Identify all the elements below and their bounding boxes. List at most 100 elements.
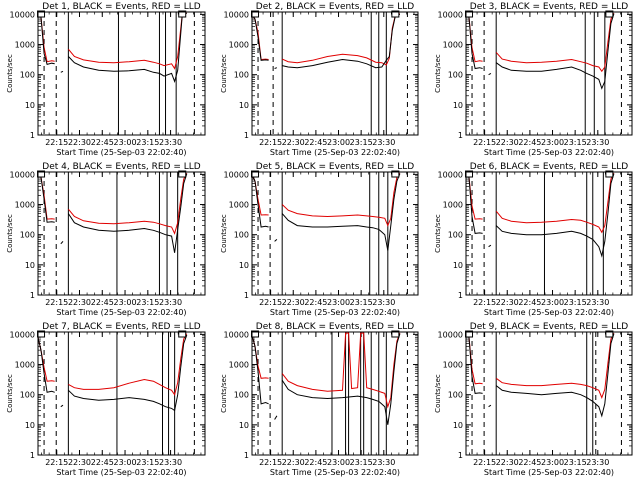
- series-line-events: [38, 337, 55, 393]
- y-axis-label: Counts/sec: [434, 374, 442, 413]
- x-tick-label: 23:15: [350, 138, 373, 147]
- axes-frame: [37, 171, 206, 296]
- y-axis-label: Counts/sec: [6, 54, 14, 93]
- x-axis-label: Start Time (25-Sep-03 22:02:40): [56, 308, 186, 317]
- x-tick-label: 22:30: [282, 458, 305, 467]
- x-tick-label: 22:30: [496, 458, 519, 467]
- y-tick-label: 1: [244, 451, 249, 460]
- x-tick-label: 22:30: [496, 298, 519, 307]
- x-tick-label: 23:00: [327, 138, 350, 147]
- x-tick-label: 22:45: [518, 298, 541, 307]
- y-tick-label: 10000: [10, 330, 35, 339]
- series-line-events: [38, 174, 55, 223]
- y-tick-label: 1: [458, 131, 463, 140]
- y-tick-label: 1: [244, 291, 249, 300]
- y-tick-label: 10: [239, 261, 249, 270]
- x-tick-label: 22:15: [473, 298, 496, 307]
- panel-title: Det 1, BLACK = Events, RED = LLD: [42, 2, 201, 12]
- y-tick-label: 1: [30, 291, 35, 300]
- panel-title: Det 3, BLACK = Events, RED = LLD: [470, 2, 629, 12]
- x-tick-label: 22:15: [45, 138, 68, 147]
- y-tick-label: 10: [25, 261, 35, 270]
- series-line-events: [281, 333, 401, 425]
- x-axis-label: Start Time (25-Sep-03 22:02:40): [270, 148, 400, 157]
- panel-title: Det 4, BLACK = Events, RED = LLD: [42, 162, 201, 172]
- y-tick-label: 100: [448, 231, 463, 240]
- y-tick-label: 10: [25, 101, 35, 110]
- axes-frame: [251, 331, 419, 456]
- panel-det-2: Det 2, BLACK = Events, RED = LLD Counts/s…: [220, 2, 419, 157]
- y-axis-label: Counts/sec: [6, 214, 14, 253]
- x-tick-label: 22:15: [259, 298, 282, 307]
- x-tick-label: 23:30: [372, 298, 395, 307]
- series-line-events: [495, 333, 615, 418]
- y-tick-label: 10: [25, 421, 35, 430]
- series-line-events: [252, 174, 269, 228]
- axes-frame: [251, 171, 419, 296]
- y-tick-label: 10: [453, 101, 463, 110]
- panel-data: [38, 333, 188, 412]
- x-tick-label: 23:00: [114, 458, 137, 467]
- x-tick-label: 22:15: [45, 458, 68, 467]
- panel-data: [252, 13, 401, 69]
- series-line-events: [488, 404, 492, 408]
- y-tick-label: 1: [30, 451, 35, 460]
- x-tick-label: 22:15: [473, 138, 496, 147]
- panel-det-7: Det 7, BLACK = Events, RED = LLD Counts/s…: [6, 322, 206, 477]
- y-tick-label: 100: [234, 391, 249, 400]
- panel-title: Det 5, BLACK = Events, RED = LLD: [256, 162, 415, 172]
- y-tick-label: 1000: [443, 361, 463, 370]
- series-line-events: [488, 244, 492, 248]
- x-tick-label: 23:00: [541, 458, 564, 467]
- y-tick-label: 100: [448, 71, 463, 80]
- y-tick-label: 1000: [15, 361, 35, 370]
- y-tick-label: 10: [239, 101, 249, 110]
- y-axis-label: Counts/sec: [220, 374, 228, 413]
- y-tick-label: 10000: [10, 10, 35, 19]
- y-tick-label: 100: [234, 231, 249, 240]
- series-line-lld: [68, 12, 187, 70]
- x-tick-label: 22:45: [91, 138, 114, 147]
- x-tick-label: 23:30: [372, 138, 395, 147]
- series-line-events: [274, 239, 278, 242]
- panel-det-4: Det 4, BLACK = Events, RED = LLD Counts/s…: [6, 162, 206, 317]
- series-line-events: [281, 173, 401, 251]
- y-tick-label: 1: [244, 131, 249, 140]
- series-line-events: [488, 72, 492, 76]
- x-tick-label: 23:15: [564, 138, 587, 147]
- x-tick-label: 22:15: [259, 138, 282, 147]
- axes-frame: [465, 11, 633, 136]
- marker-box: [605, 10, 614, 18]
- y-tick-label: 10000: [224, 170, 249, 179]
- y-axis-label: Counts/sec: [220, 54, 228, 93]
- marker-box: [178, 170, 187, 178]
- axes-frame: [37, 11, 206, 136]
- y-tick-label: 1000: [229, 41, 249, 50]
- panel-title: Det 6, BLACK = Events, RED = LLD: [470, 162, 629, 172]
- x-axis-label: Start Time (25-Sep-03 22:02:40): [56, 148, 186, 157]
- y-tick-label: 100: [234, 71, 249, 80]
- y-tick-label: 10000: [224, 330, 249, 339]
- x-axis-label: Start Time (25-Sep-03 22:02:40): [484, 148, 614, 157]
- x-tick-label: 23:15: [350, 298, 373, 307]
- panel-title: Det 8, BLACK = Events, RED = LLD: [256, 322, 415, 332]
- series-line-lld: [495, 172, 615, 234]
- y-tick-label: 10: [453, 261, 463, 270]
- y-axis-label: Counts/sec: [434, 214, 442, 253]
- x-tick-label: 22:30: [496, 138, 519, 147]
- x-tick-label: 23:15: [136, 458, 159, 467]
- marker-box: [391, 10, 400, 18]
- marker-box: [391, 170, 400, 178]
- series-line-events: [274, 67, 278, 69]
- y-tick-label: 10000: [224, 10, 249, 19]
- panel-data: [38, 12, 188, 84]
- panel-data: [466, 12, 615, 90]
- marker-box: [178, 10, 187, 18]
- y-tick-label: 1000: [229, 201, 249, 210]
- series-line-events: [68, 12, 188, 84]
- marker-box: [605, 170, 614, 178]
- x-tick-label: 22:15: [45, 298, 68, 307]
- x-tick-label: 23:30: [159, 138, 182, 147]
- y-tick-label: 10000: [438, 170, 463, 179]
- x-tick-label: 23:00: [327, 298, 350, 307]
